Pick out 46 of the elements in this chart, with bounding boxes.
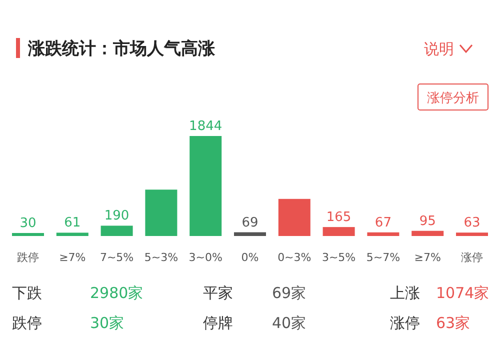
text: 停牌 — [203, 314, 233, 332]
x-tick-label: ≥7% — [414, 251, 441, 264]
x-tick-label: 7~5% — [100, 251, 134, 264]
bar — [367, 232, 400, 236]
text: 2980家 — [90, 284, 144, 302]
data-label: 69 — [242, 215, 258, 230]
bar — [56, 232, 88, 236]
data-label: 63 — [464, 216, 480, 231]
x-tick-label: 跌停 — [17, 251, 39, 264]
x-tick-label: 5~7% — [366, 251, 400, 264]
data-label: 165 — [326, 210, 352, 226]
x-tick-label: 3~0% — [188, 251, 222, 264]
x-tick-label: 0% — [241, 251, 259, 264]
x-tick-label: 3~5% — [322, 251, 356, 264]
chart-title: 涨跌统计：市场人气高涨 — [27, 39, 216, 59]
text: 下跌 — [12, 284, 42, 302]
text: 63家 — [436, 314, 470, 332]
bar — [412, 230, 444, 236]
bar — [234, 232, 266, 236]
data-label: 30 — [20, 216, 36, 231]
bar — [456, 232, 488, 236]
text: 跌停 — [12, 314, 42, 332]
bar — [12, 233, 44, 236]
text: 30家 — [90, 314, 124, 332]
text: 上涨 — [390, 284, 420, 302]
text: 69家 — [272, 284, 306, 302]
data-label: 61 — [64, 216, 81, 231]
bar — [278, 198, 310, 236]
x-tick-label: 0~3% — [278, 251, 312, 264]
bar — [100, 226, 133, 236]
x-tick-label: 5~3% — [144, 251, 178, 264]
x-tick-label: ≥7% — [59, 251, 86, 264]
text: 涨停分析 — [427, 91, 479, 106]
text: 1074家 — [436, 284, 490, 302]
bar — [190, 136, 222, 236]
data-label: 190 — [104, 208, 130, 224]
text: 平家 — [203, 284, 233, 302]
x-tick-label: 涨停 — [461, 251, 483, 264]
bar — [145, 190, 178, 236]
data-label: 95 — [419, 214, 436, 229]
data-label: 67 — [374, 215, 392, 230]
text: 40家 — [272, 314, 306, 332]
text: 说明 — [424, 40, 454, 58]
text: 涨停 — [390, 314, 420, 332]
bar — [322, 227, 355, 236]
data-label: 1844 — [189, 119, 222, 134]
